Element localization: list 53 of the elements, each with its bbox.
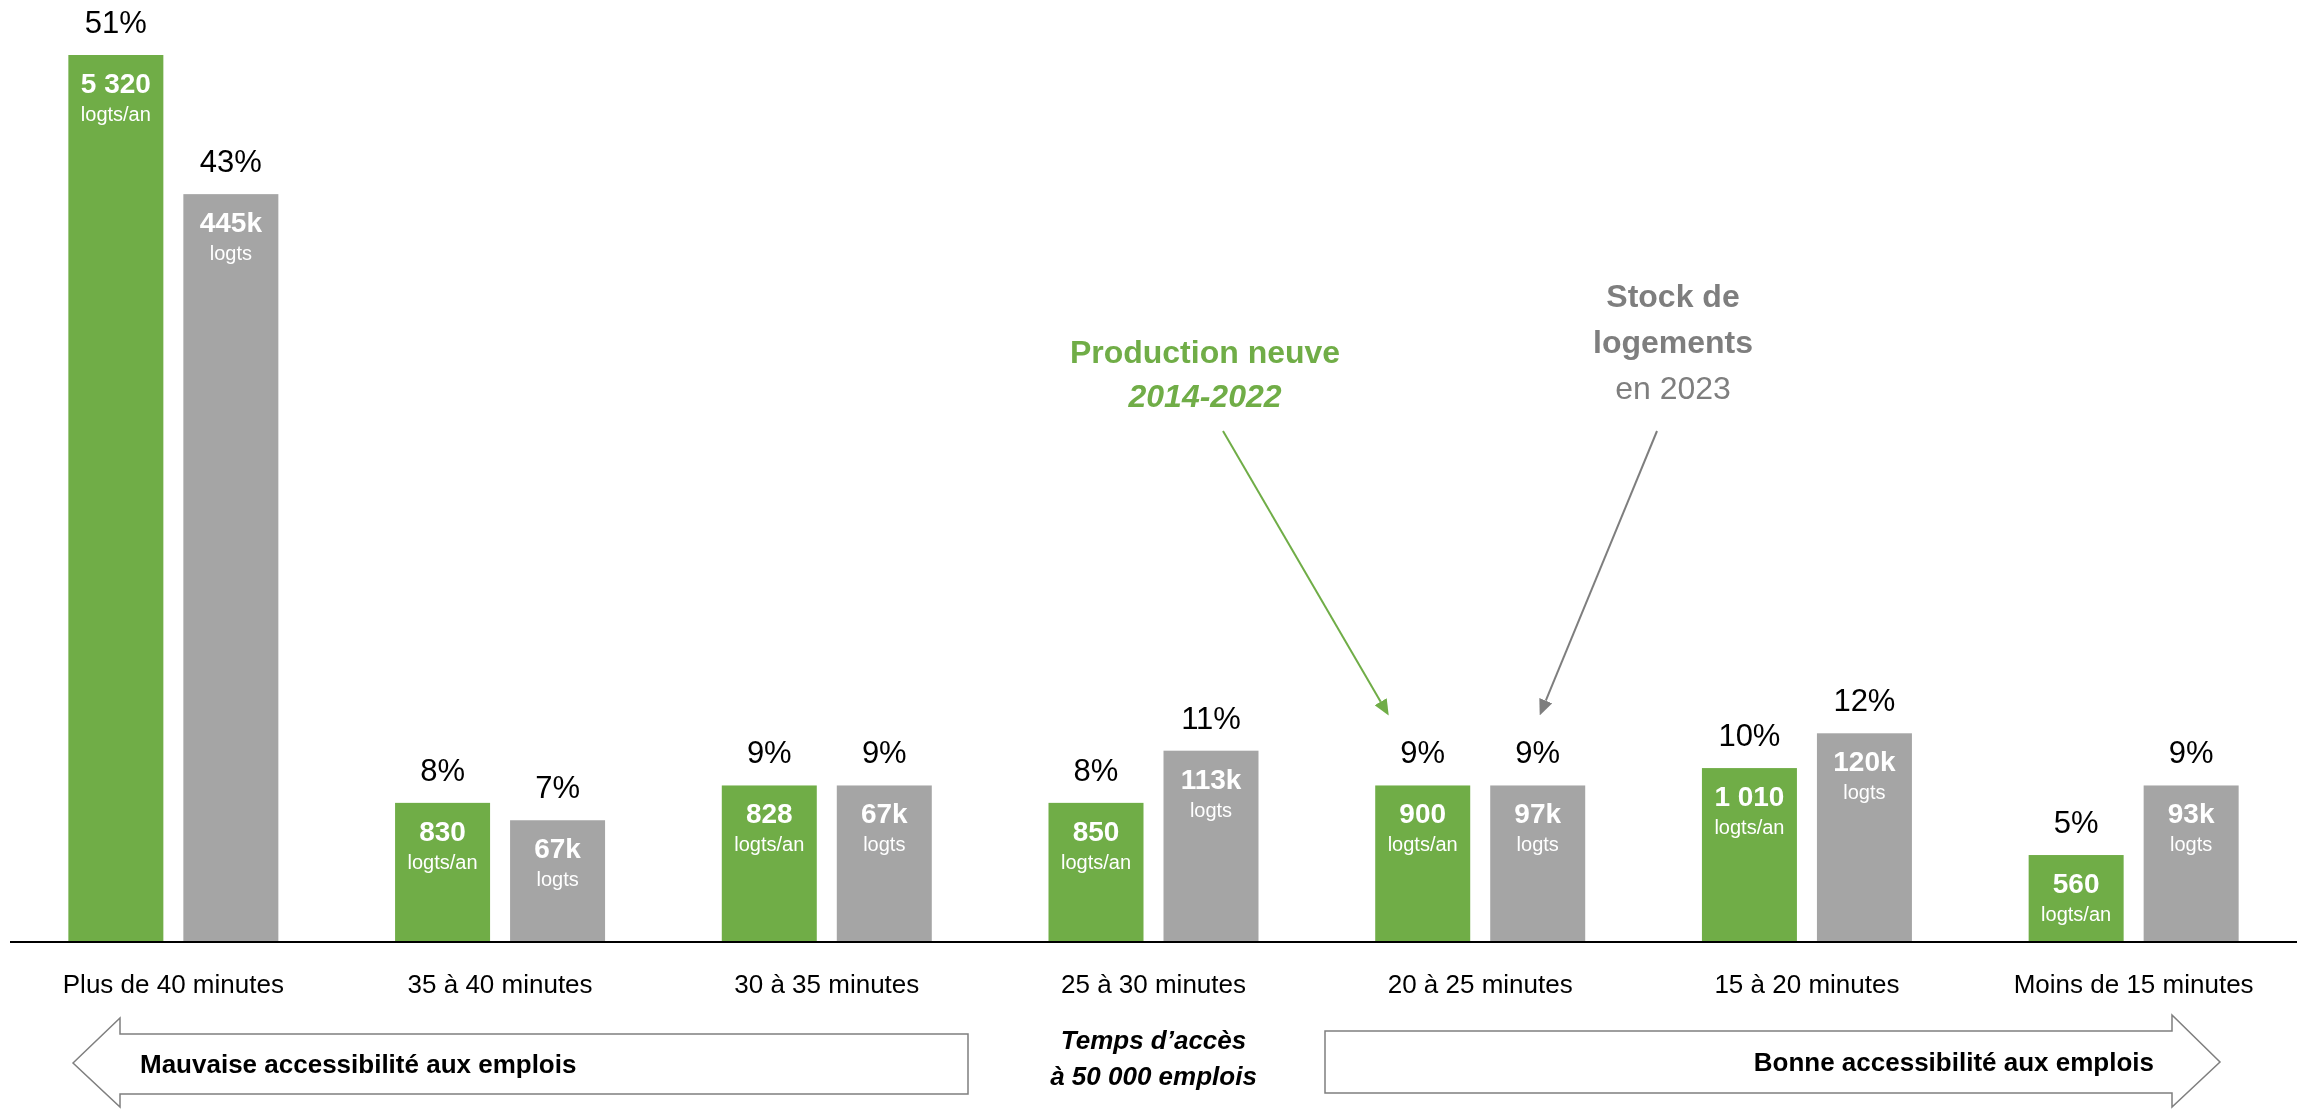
x-tick-label: 35 à 40 minutes (407, 969, 593, 999)
text: Bonne accessibilité aux emplois (1753, 1047, 2154, 1077)
x-tick-label: Moins de 15 minutes (2013, 969, 2254, 999)
bar (183, 194, 279, 942)
annotation: 850 logts/an (1060, 815, 1132, 873)
bar (68, 55, 164, 942)
bar (1375, 785, 1471, 942)
annotation: 120k logts (1833, 746, 1896, 804)
text: Stock de logements en 2023 (1592, 278, 1754, 406)
x-tick-label: 30 à 35 minutes (734, 969, 920, 999)
data-label: 7% (535, 770, 580, 806)
annotation: 828 logts/an (734, 798, 805, 856)
data-label: 43% (199, 144, 262, 180)
bar (1048, 802, 1144, 942)
data-label: 10% (1718, 718, 1781, 754)
x-tick-label: Plus de 40 minutes (62, 969, 284, 999)
data-label: 12% (1833, 683, 1896, 719)
x-tick-label: 15 à 20 minutes (1714, 969, 1900, 999)
data-label: 9% (1400, 735, 1446, 771)
data-label: 9% (2168, 735, 2214, 771)
annotation: 445k logts (199, 207, 263, 265)
bar (836, 785, 932, 942)
x-axis-title: Temps d’accès à 50 000 emplois (1050, 1025, 1257, 1091)
annotation: 560 logts/an (2041, 868, 2112, 926)
annotation: 5 320 logts/an (80, 68, 151, 125)
annotation: 67k logts (534, 833, 582, 891)
annotation: 830 logts/an (407, 815, 478, 873)
bar (1816, 733, 1912, 942)
bar (721, 785, 817, 942)
x-tick-label: 25 à 30 minutes (1060, 969, 1247, 999)
data-label: 8% (1073, 752, 1119, 788)
text: Mauvaise accessibilité aux emplois (140, 1049, 577, 1079)
annotation: 1 010 logts/an (1714, 781, 1785, 839)
annotation: 900 logts/an (1387, 798, 1458, 856)
bar (1490, 785, 1586, 942)
annotation: 67k logts (860, 798, 909, 856)
bar (1163, 750, 1259, 942)
data-label: 9% (861, 735, 907, 771)
annotation: 97k logts (1514, 798, 1562, 856)
data-label: 51% (84, 5, 147, 40)
data-label: 5% (2053, 805, 2099, 841)
data-label: 11% (1181, 700, 1241, 736)
annotation: 93k logts (2167, 798, 2215, 856)
data-label: 8% (420, 752, 465, 788)
data-label: 9% (1515, 735, 1561, 771)
bar (510, 820, 606, 942)
bar (2143, 785, 2239, 942)
bar (395, 802, 491, 942)
data-label: 9% (746, 735, 792, 771)
text: Production neuve 2014-2022 (1069, 334, 1341, 414)
annotation: 113k logts (1180, 763, 1242, 821)
bar (1701, 768, 1797, 942)
x-tick-label: 20 à 25 minutes (1387, 969, 1573, 999)
